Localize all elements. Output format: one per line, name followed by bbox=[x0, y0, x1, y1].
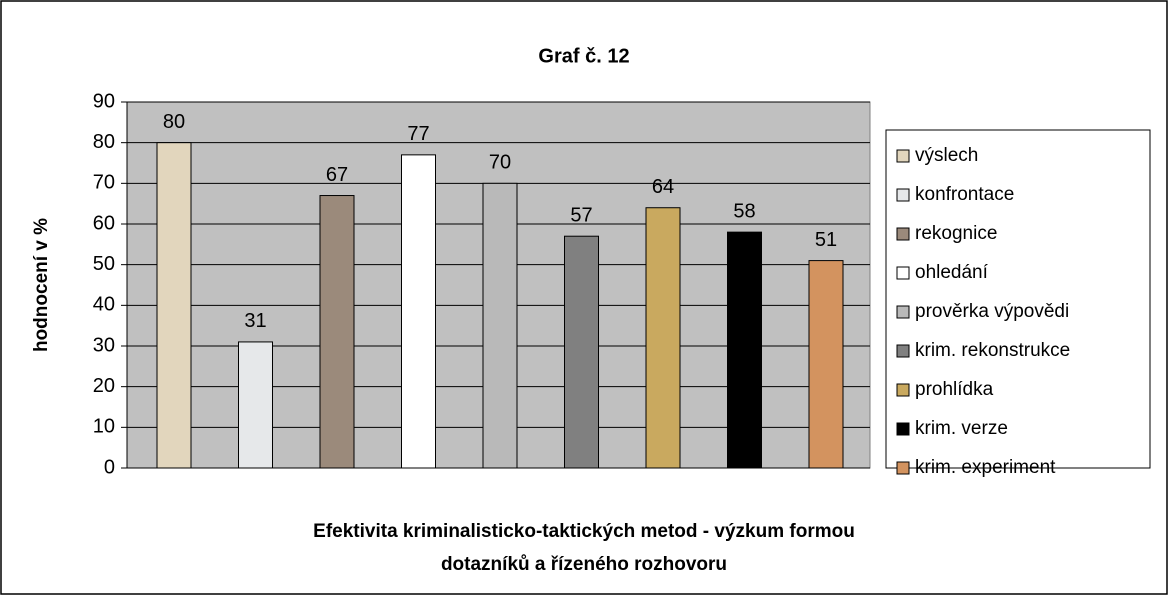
legend-swatch bbox=[896, 383, 910, 397]
bar bbox=[319, 195, 355, 469]
data-label: 58 bbox=[733, 200, 755, 222]
data-label: 57 bbox=[570, 204, 592, 226]
y-tick-label: 80 bbox=[93, 131, 115, 153]
legend-swatch bbox=[896, 305, 910, 319]
legend-label: krim. verze bbox=[915, 418, 1008, 439]
legend-swatch bbox=[896, 149, 910, 163]
y-tick-label: 70 bbox=[93, 172, 115, 194]
bar bbox=[727, 231, 762, 469]
legend-swatch bbox=[896, 266, 910, 280]
legend-label: výslech bbox=[915, 145, 978, 166]
legend-label: ohledání bbox=[915, 262, 989, 283]
legend-label: konfrontace bbox=[915, 184, 1014, 205]
data-label: 67 bbox=[326, 164, 348, 186]
y-tick-label: 90 bbox=[93, 90, 115, 112]
y-tick-label: 0 bbox=[104, 456, 115, 478]
legend-label: krim. experiment bbox=[915, 457, 1056, 478]
bar bbox=[482, 182, 518, 469]
legend-swatch bbox=[896, 227, 910, 241]
bar bbox=[645, 207, 681, 469]
chart-title: Graf č. 12 bbox=[538, 45, 629, 67]
bar bbox=[564, 235, 599, 469]
x-axis-label: dotazníků a řízeného rozhovoru bbox=[441, 554, 727, 575]
legend-label: prohlídka bbox=[915, 379, 994, 400]
y-tick-label: 40 bbox=[93, 294, 115, 316]
legend bbox=[885, 129, 1151, 469]
legend-label: rekognice bbox=[915, 223, 997, 244]
y-axis-label: hodnocení v % bbox=[31, 218, 52, 352]
data-label: 80 bbox=[163, 111, 185, 133]
y-tick-label: 60 bbox=[93, 212, 115, 234]
legend-swatch bbox=[896, 461, 910, 475]
bar bbox=[401, 154, 436, 469]
data-label: 64 bbox=[652, 176, 674, 198]
x-axis-label: Efektivita kriminalisticko-taktických me… bbox=[313, 521, 855, 542]
bar bbox=[808, 260, 844, 469]
data-label: 31 bbox=[244, 310, 266, 332]
data-label: 51 bbox=[815, 229, 837, 251]
bar bbox=[238, 341, 273, 469]
y-tick-label: 20 bbox=[93, 375, 115, 397]
bar bbox=[156, 142, 192, 469]
data-label: 77 bbox=[407, 123, 429, 145]
legend-swatch bbox=[896, 344, 910, 358]
y-tick-label: 10 bbox=[93, 416, 115, 438]
legend-swatch bbox=[896, 188, 910, 202]
legend-label: prověrka výpovědi bbox=[915, 301, 1069, 322]
y-tick-label: 50 bbox=[93, 253, 115, 275]
legend-swatch bbox=[896, 422, 910, 436]
y-tick-label: 30 bbox=[93, 334, 115, 356]
data-label: 70 bbox=[489, 152, 511, 174]
legend-label: krim. rekonstrukce bbox=[915, 340, 1070, 361]
